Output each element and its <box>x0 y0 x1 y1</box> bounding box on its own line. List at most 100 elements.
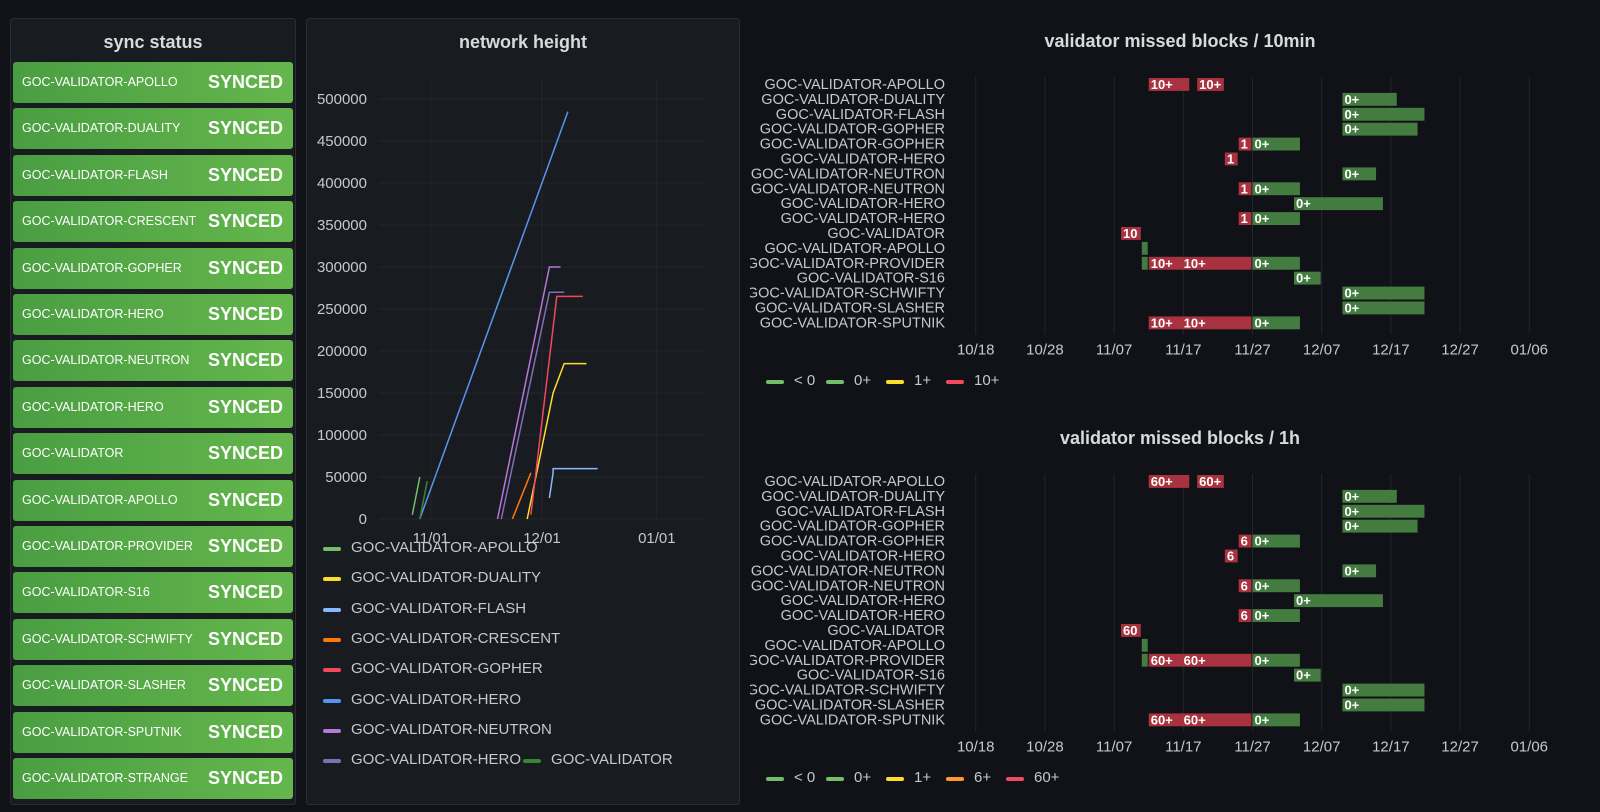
legend-label-goc-validator-hero[interactable]: GOC-VALIDATOR-HERO <box>351 690 522 708</box>
legend-label-goc-validator-neutron[interactable]: GOC-VALIDATOR-NEUTRON <box>351 720 552 738</box>
series-line-goc-validator-crescent[interactable] <box>511 472 532 520</box>
state-segment[interactable] <box>1342 504 1425 518</box>
state-value-label: 60+ 60+ <box>1151 653 1206 668</box>
state-segment[interactable] <box>1238 212 1252 225</box>
sync-row-goc-validator-neutron[interactable]: GOC-VALIDATOR-NEUTRON SYNCED <box>13 340 293 382</box>
state-segment[interactable] <box>1121 227 1141 240</box>
legend-label-goc-validator-duality[interactable]: GOC-VALIDATOR-DUALITY <box>351 569 542 587</box>
state-segment[interactable] <box>1224 152 1238 166</box>
legend-label[interactable]: 1+ <box>914 372 932 389</box>
series-line-goc-validator-gopher[interactable] <box>530 295 583 515</box>
sync-row-goc-validator-s16[interactable]: GOC-VALIDATOR-S16 SYNCED <box>13 572 293 614</box>
state-value-label: 0+ <box>1344 489 1359 504</box>
sync-row-goc-validator-provider[interactable]: GOC-VALIDATOR-PROVIDER SYNCED <box>13 526 293 567</box>
state-segment[interactable] <box>1224 549 1238 563</box>
missed-10min-chart: 10/18 10/28 11/07 11/17 11/27 12/07 12/17 12/27… <box>750 77 1548 358</box>
series-line-goc-validator-apollo[interactable] <box>411 476 421 515</box>
state-segment[interactable] <box>1342 564 1377 578</box>
sync-status-value: SYNCED <box>207 164 283 185</box>
state-segment[interactable] <box>1294 594 1383 608</box>
state-segment[interactable] <box>1238 137 1252 151</box>
sync-row-goc-validator[interactable]: GOC-VALIDATOR SYNCED <box>13 433 293 475</box>
sync-row-goc-validator-crescent[interactable]: GOC-VALIDATOR-CRESCENT SYNCED <box>13 201 293 243</box>
legend-label[interactable]: 0+ <box>854 372 872 389</box>
state-segment[interactable] <box>1148 713 1252 727</box>
state-segment[interactable] <box>1238 609 1252 622</box>
state-segment[interactable] <box>1252 579 1300 593</box>
state-segment[interactable] <box>1252 182 1300 196</box>
state-segment[interactable] <box>1238 534 1252 548</box>
state-segment[interactable] <box>1342 489 1397 503</box>
state-segment[interactable] <box>1252 713 1300 727</box>
state-segment[interactable] <box>1252 256 1300 270</box>
state-segment[interactable] <box>1252 534 1300 548</box>
sync-row-goc-validator-hero[interactable]: GOC-VALIDATOR-HERO SYNCED <box>13 294 293 335</box>
series-line-goc-validator-hero[interactable] <box>500 291 565 520</box>
state-segment[interactable] <box>1141 638 1148 652</box>
state-segment[interactable] <box>1342 122 1418 136</box>
sync-row-name: GOC-VALIDATOR-NEUTRON <box>22 353 190 368</box>
sync-row-goc-validator-hero[interactable]: GOC-VALIDATOR-HERO SYNCED <box>13 386 293 428</box>
state-segment[interactable] <box>1238 579 1252 593</box>
series-line-goc-validator[interactable] <box>419 481 428 520</box>
state-segment[interactable] <box>1342 698 1425 712</box>
legend-label[interactable]: 6+ <box>974 769 992 786</box>
sync-row-goc-validator-flash[interactable]: GOC-VALIDATOR-FLASH SYNCED <box>13 154 293 196</box>
state-segment[interactable] <box>1342 301 1425 315</box>
legend-label-goc-validator-gopher[interactable]: GOC-VALIDATOR-GOPHER <box>351 660 543 678</box>
sync-row-goc-validator-duality[interactable]: GOC-VALIDATOR-DUALITY SYNCED <box>13 108 293 150</box>
sync-row-goc-validator-strange[interactable]: GOC-VALIDATOR-STRANGE SYNCED <box>13 758 293 799</box>
state-segment[interactable] <box>1148 316 1252 330</box>
legend-label-goc-validator-crescent[interactable]: GOC-VALIDATOR-CRESCENT <box>351 629 561 647</box>
sync-row-goc-validator-gopher[interactable]: GOC-VALIDATOR-GOPHER SYNCED <box>13 247 293 289</box>
sync-row-goc-validator-slasher[interactable]: GOC-VALIDATOR-SLASHER SYNCED <box>13 665 293 707</box>
state-segment[interactable] <box>1238 182 1252 196</box>
legend-swatch <box>826 777 844 781</box>
state-segment[interactable] <box>1252 316 1300 330</box>
legend-label[interactable]: 60+ <box>1034 769 1060 786</box>
state-segment[interactable] <box>1294 197 1383 211</box>
legend-label[interactable]: 1+ <box>914 769 932 786</box>
row-label-goc-validator-flash: GOC-VALIDATOR-FLASH <box>776 504 945 520</box>
state-segment[interactable] <box>1197 475 1224 488</box>
series-line-goc-validator-hero[interactable] <box>419 111 569 520</box>
sync-row-goc-validator-schwifty[interactable]: GOC-VALIDATOR-SCHWIFTY SYNCED <box>13 618 293 660</box>
legend-label-goc-validator-apollo[interactable]: GOC-VALIDATOR-APOLLO <box>351 539 538 556</box>
sync-row-goc-validator-sputnik[interactable]: GOC-VALIDATOR-SPUTNIK SYNCED <box>13 711 293 753</box>
series-line-goc-validator-flash[interactable] <box>548 467 598 499</box>
state-segment[interactable] <box>1342 519 1418 533</box>
state-segment[interactable] <box>1342 107 1425 121</box>
series-line-goc-validator-neutron[interactable] <box>496 266 561 520</box>
legend-label[interactable]: < 0 <box>794 372 816 389</box>
sync-row-goc-validator-apollo[interactable]: GOC-VALIDATOR-APOLLO SYNCED <box>13 479 293 521</box>
state-segment[interactable] <box>1148 475 1190 488</box>
state-segment[interactable] <box>1197 78 1224 91</box>
series-line-goc-validator-duality[interactable] <box>526 362 587 520</box>
sync-row-goc-validator-apollo[interactable]: GOC-VALIDATOR-APOLLO SYNCED <box>13 62 293 103</box>
state-segment[interactable] <box>1148 256 1252 270</box>
state-segment[interactable] <box>1148 78 1190 91</box>
state-segment[interactable] <box>1252 137 1300 151</box>
legend-label[interactable]: 0+ <box>854 769 872 786</box>
state-segment[interactable] <box>1252 609 1300 622</box>
state-segment[interactable] <box>1141 653 1148 667</box>
state-segment[interactable] <box>1342 286 1425 300</box>
legend-label[interactable]: < 0 <box>794 769 816 786</box>
row-label-goc-validator-gopher: GOC-VALIDATOR-GOPHER <box>760 137 945 153</box>
state-segment[interactable] <box>1121 624 1141 637</box>
state-segment[interactable] <box>1252 653 1300 667</box>
state-segment[interactable] <box>1342 167 1377 181</box>
legend-label-goc-validator[interactable]: GOC-VALIDATOR <box>551 751 673 769</box>
state-segment[interactable] <box>1252 212 1300 225</box>
state-segment[interactable] <box>1342 92 1397 106</box>
state-segment[interactable] <box>1148 653 1252 667</box>
y-tick-label: 150000 <box>317 385 367 402</box>
state-segment[interactable] <box>1141 241 1148 255</box>
state-segment[interactable] <box>1294 271 1321 285</box>
state-segment[interactable] <box>1342 683 1425 697</box>
state-segment[interactable] <box>1141 256 1148 270</box>
legend-label[interactable]: 10+ <box>974 372 1000 389</box>
state-segment[interactable] <box>1294 668 1321 682</box>
legend-label-goc-validator-hero[interactable]: GOC-VALIDATOR-HERO <box>351 751 522 769</box>
legend-label-goc-validator-flash[interactable]: GOC-VALIDATOR-FLASH <box>351 599 527 617</box>
